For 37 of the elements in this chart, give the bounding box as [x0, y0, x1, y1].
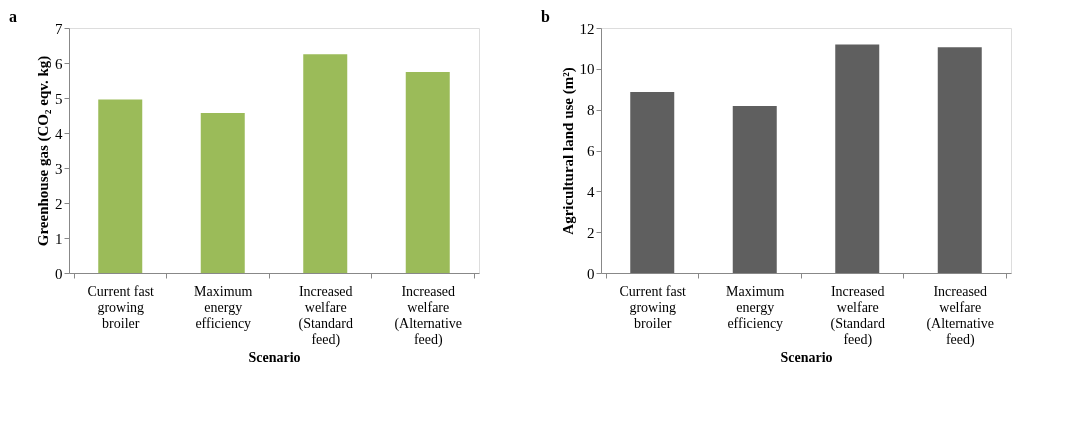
- x-axis-title: Scenario: [248, 349, 301, 365]
- bar: [200, 113, 245, 273]
- x-tick-label: Increased welfare (Alternative feed): [394, 283, 463, 348]
- x-tick-label: Increased welfare (Standard feed): [298, 283, 353, 348]
- x-tick-label: Current fast growing broiler: [619, 283, 687, 331]
- y-tick-label: 8: [587, 102, 595, 119]
- y-tick-label: 6: [587, 143, 595, 159]
- x-tick-label: Maximum energy efficiency: [194, 283, 253, 331]
- y-tick-label: 10: [579, 61, 595, 78]
- y-tick-label: 3: [55, 160, 63, 177]
- y-axis-title: Agricultural land use (m²): [559, 67, 577, 235]
- y-tick-label: 2: [587, 224, 595, 241]
- x-axis-title: Scenario: [780, 349, 833, 365]
- x-tick-label: Maximum energy efficiency: [726, 283, 785, 331]
- y-tick-label: 5: [55, 90, 63, 107]
- bar: [630, 92, 675, 273]
- bar: [98, 99, 143, 273]
- y-tick-label: 4: [587, 183, 595, 200]
- x-tick-label: Increased welfare (Standard feed): [830, 283, 885, 348]
- bar: [405, 72, 450, 273]
- chart-title: b: [541, 8, 550, 25]
- y-axis-title: Greenhouse gas (CO₂ eqv. kg): [35, 55, 52, 247]
- y-tick-label: 4: [55, 125, 63, 142]
- x-tick-label: Current fast growing broiler: [87, 283, 155, 331]
- y-tick-label: 12: [579, 20, 595, 37]
- y-tick-label: 2: [55, 195, 63, 212]
- bar: [303, 54, 348, 273]
- y-tick-label: 1: [55, 230, 63, 247]
- y-tick-label: 0: [587, 265, 595, 282]
- y-tick-label: 6: [55, 55, 63, 72]
- bar: [732, 105, 777, 273]
- y-tick-label: 7: [55, 20, 63, 37]
- bar: [937, 47, 982, 273]
- bar: [835, 44, 880, 273]
- x-tick-label: Increased welfare (Alternative feed): [926, 283, 995, 348]
- y-tick-label: 0: [55, 265, 63, 282]
- chart-title: a: [9, 8, 17, 25]
